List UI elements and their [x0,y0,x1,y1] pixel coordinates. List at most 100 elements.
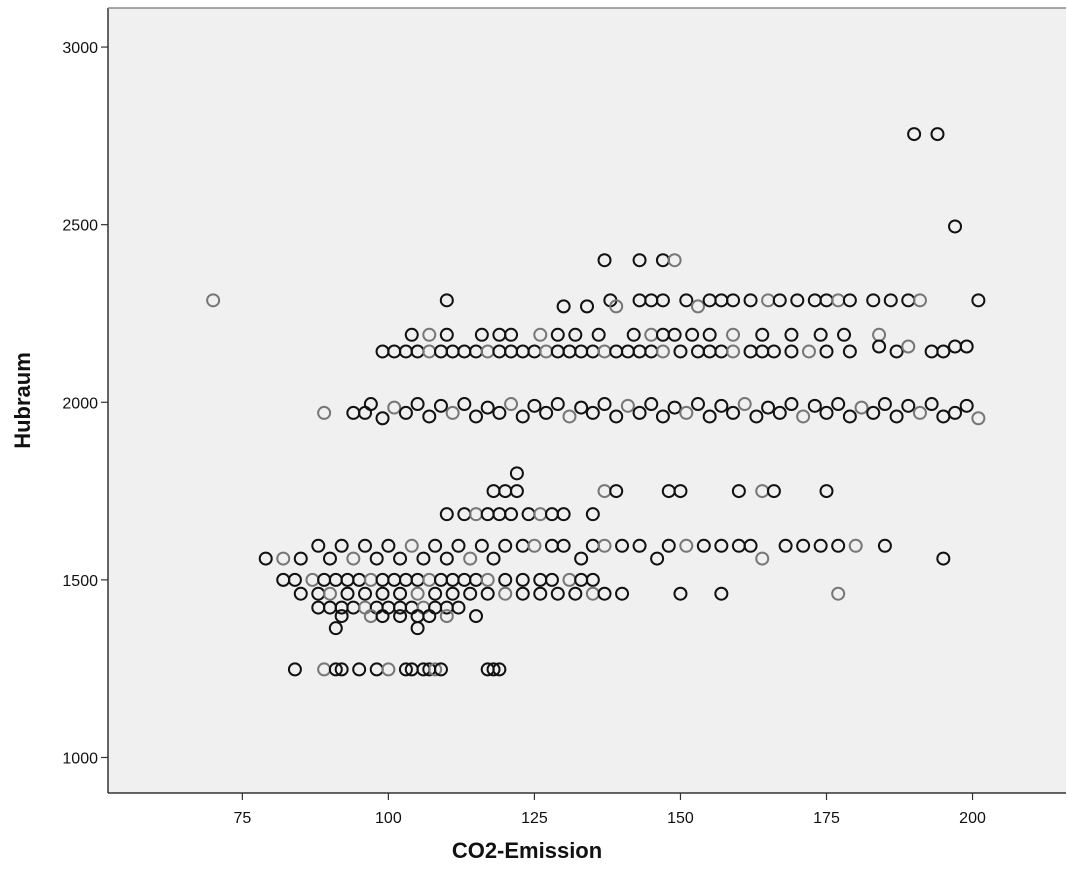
data-point [550,397,565,412]
data-point [498,586,513,601]
data-point [597,586,612,601]
plot-area [108,8,1066,793]
data-point [375,586,390,601]
data-point [515,409,530,424]
data-point [474,327,489,342]
data-point [498,572,513,587]
data-point [626,327,641,342]
data-point [679,293,694,308]
data-point [655,344,670,359]
data-point [842,409,857,424]
data-point [737,397,752,412]
x-tick-label: 125 [521,810,548,827]
data-point [317,405,332,420]
data-point [761,400,776,415]
data-point [901,339,916,354]
data-point [410,397,425,412]
data-point [556,507,571,522]
x-tick-label: 75 [233,810,251,827]
data-point [556,299,571,314]
data-point [714,586,729,601]
data-point [550,327,565,342]
data-point [539,405,554,420]
data-point [866,405,881,420]
data-point [883,293,898,308]
data-point [433,662,448,677]
data-point [439,507,454,522]
data-point [796,538,811,553]
data-point [469,609,484,624]
data-point [655,293,670,308]
data-point [784,327,799,342]
data-point [334,662,349,677]
data-point [451,600,466,615]
data-point [498,538,513,553]
data-point [749,409,764,424]
data-point [410,586,425,601]
data-point [831,586,846,601]
data-point [772,405,787,420]
data-point [492,662,507,677]
data-point [393,609,408,624]
data-point [474,538,489,553]
y-axis-ticks: 1000 1500 2000 2500 3000 [62,40,108,767]
y-axis-title: Hubraum [10,352,35,449]
data-point [755,327,770,342]
data-point [381,538,396,553]
data-point [480,586,495,601]
data-point [574,400,589,415]
data-point [322,551,337,566]
data-point [702,327,717,342]
data-point [597,253,612,268]
data-point [527,538,542,553]
data-point [766,484,781,499]
data-point [574,551,589,566]
data-point [346,551,361,566]
data-point [731,484,746,499]
data-point [597,538,612,553]
data-point [743,293,758,308]
data-point [311,538,326,553]
data-point [206,293,221,308]
data-point [673,344,688,359]
data-point [726,327,741,342]
data-point [667,327,682,342]
data-point [358,538,373,553]
data-point [726,293,741,308]
data-point [924,397,939,412]
data-point [509,466,524,481]
data-point [258,551,273,566]
axis-lines [107,7,1066,794]
data-point [726,405,741,420]
data-point [480,572,495,587]
data-point [562,409,577,424]
data-point [819,405,834,420]
data-point [363,397,378,412]
data-point [609,484,624,499]
data-point [702,409,717,424]
data-point [515,586,530,601]
data-point [428,538,443,553]
data-point [322,586,337,601]
data-point [772,293,787,308]
data-point [556,538,571,553]
data-point [398,405,413,420]
data-point [615,586,630,601]
data-point [457,397,472,412]
y-tick-label: 2000 [62,395,98,412]
data-point [463,586,478,601]
data-point [632,538,647,553]
data-point [387,400,402,415]
x-tick-label: 175 [813,810,840,827]
data-point [469,409,484,424]
data-point [533,586,548,601]
data-point [784,397,799,412]
data-point [948,219,963,234]
data-point [422,609,437,624]
data-point [439,551,454,566]
data-point [901,398,916,413]
data-point [287,572,302,587]
data-point [358,586,373,601]
